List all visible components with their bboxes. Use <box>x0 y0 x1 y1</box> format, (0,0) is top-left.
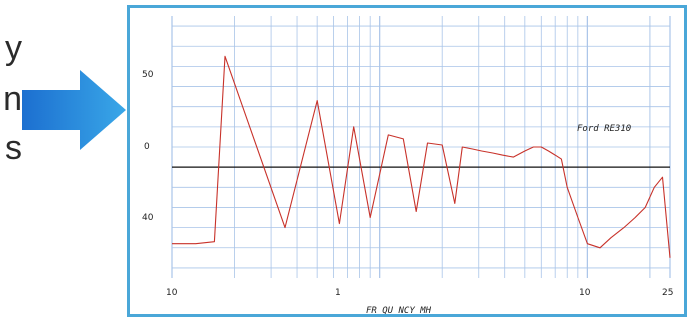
x-tick-label: 1 <box>335 288 341 298</box>
right-arrow-icon <box>22 70 126 150</box>
x-tick-label: 10 <box>166 288 178 298</box>
series-group <box>172 55 671 258</box>
y-tick-label: 50 <box>142 70 154 80</box>
x-axis-label: FR QU NCY MH <box>366 306 432 314</box>
cropped-text-line-3: s <box>5 129 22 167</box>
chart-annotation: Ford RE310 <box>577 124 631 134</box>
chart-frame: 50 0 40 10 1 10 25 Ford RE310 FR QU NCY … <box>127 5 687 317</box>
x-tick-label: 25 <box>662 288 673 298</box>
series-line-0 <box>172 55 671 258</box>
spectrum-chart: 50 0 40 10 1 10 25 Ford RE310 FR QU NCY … <box>130 8 684 314</box>
cropped-text-line-1: y <box>5 29 22 67</box>
tick-labels: 50 0 40 10 1 10 25 <box>142 70 673 298</box>
y-tick-label: 0 <box>144 142 150 152</box>
y-tick-label: 40 <box>142 213 154 223</box>
x-tick-label: 10 <box>579 288 591 298</box>
cropped-text-line-2: n <box>3 80 22 118</box>
